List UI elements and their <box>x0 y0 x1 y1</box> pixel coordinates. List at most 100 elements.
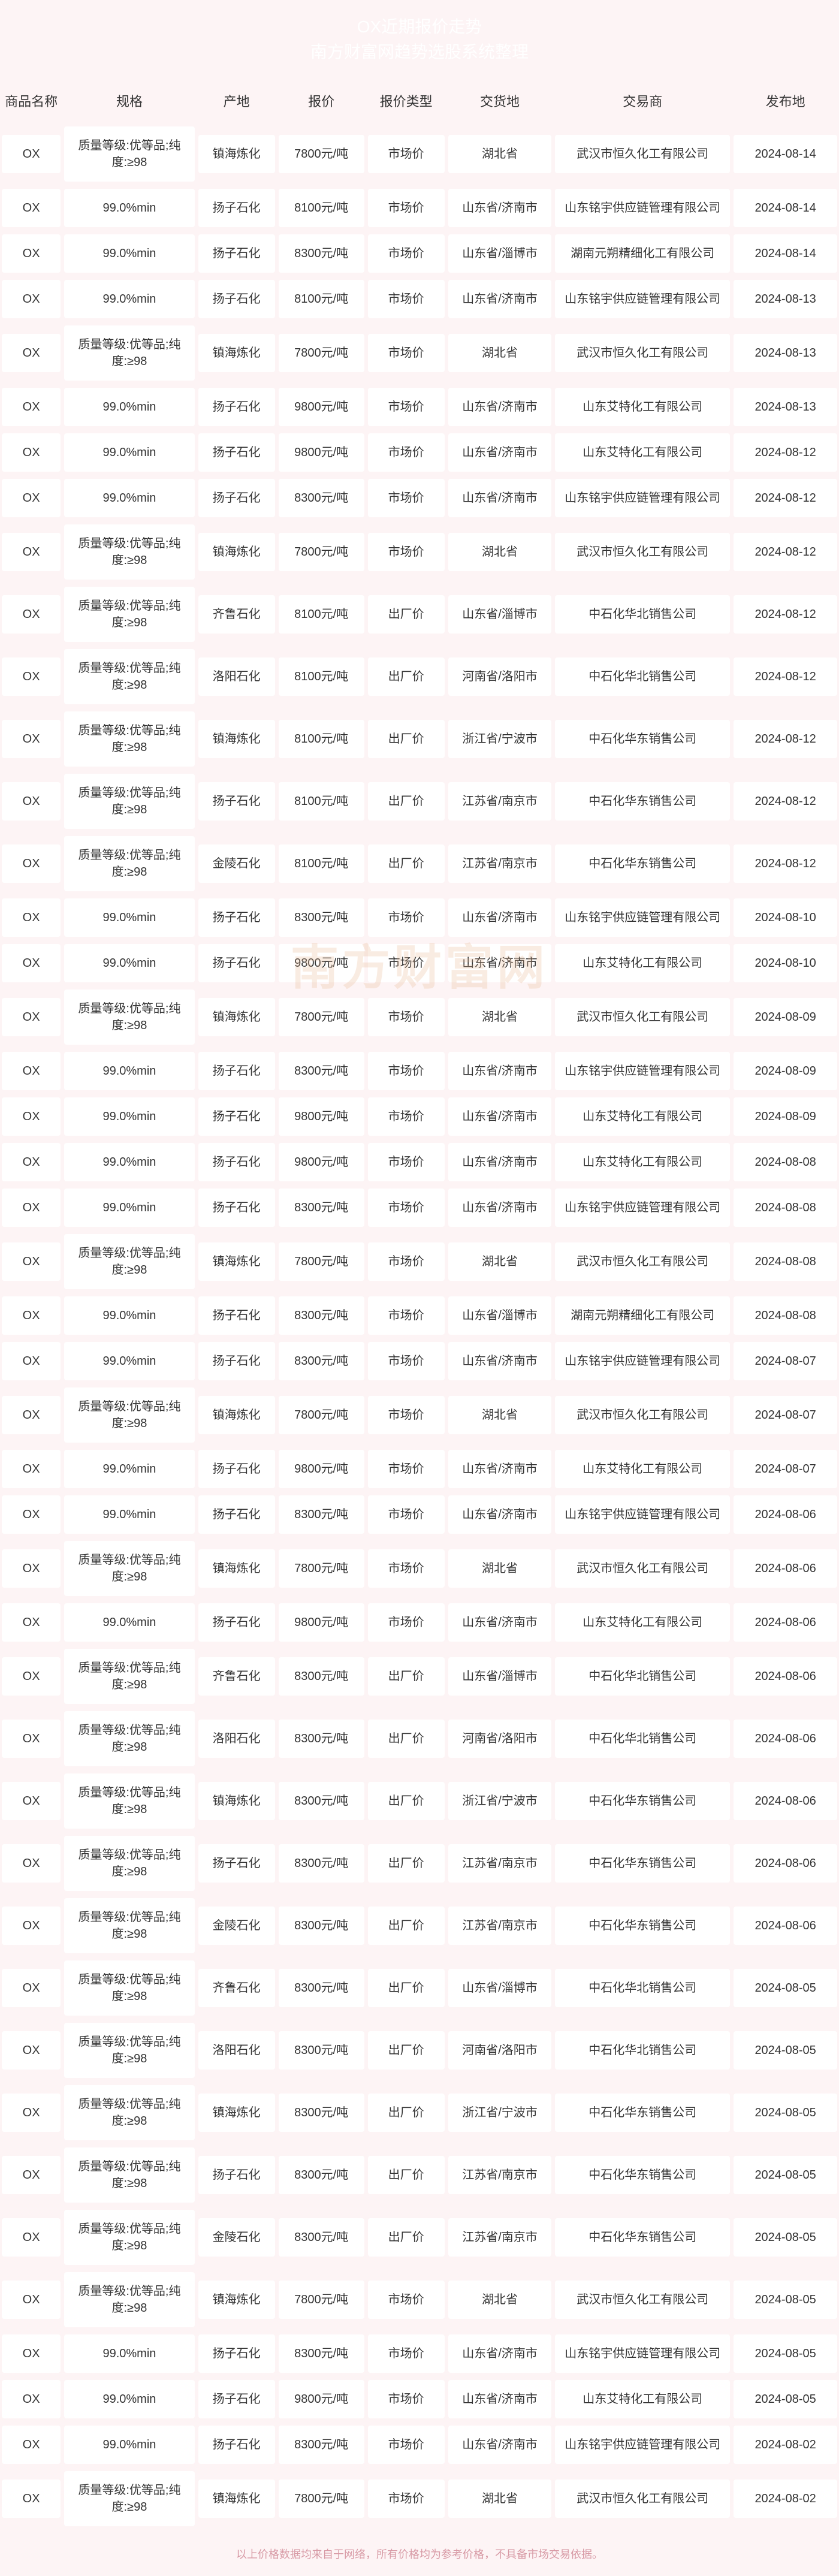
cell-date-value: 2024-08-13 <box>734 388 837 426</box>
table-row: OX质量等级:优等品;纯度:≥98镇海炼化7800元/吨市场价湖北省武汉市恒久化… <box>0 2469 839 2528</box>
cell-deliv-value: 山东省/济南市 <box>448 433 552 472</box>
cell-price-value: 8300元/吨 <box>279 2426 364 2464</box>
cell-deliv-value: 湖北省 <box>448 2480 552 2518</box>
cell-date-value: 2024-08-06 <box>734 1603 837 1642</box>
cell-price: 8100元/吨 <box>277 278 366 320</box>
cell-dealer-value: 中石化华北销售公司 <box>555 595 730 634</box>
cell-deliv-value: 山东省/济南市 <box>448 1189 552 1227</box>
cell-spec-value: 质量等级:优等品;纯度:≥98 <box>64 524 194 580</box>
cell-name-value: OX <box>2 1143 61 1181</box>
cell-ptype-value: 市场价 <box>368 2334 445 2373</box>
table-row: OX质量等级:优等品;纯度:≥98洛阳石化8300元/吨出厂价河南省/洛阳市中石… <box>0 1709 839 1768</box>
page-container: OX近期报价走势 南方财富网趋势选股系统整理 南方财富网 商品名称 规格 产地 … <box>0 0 839 2576</box>
cell-dealer: 中石化华东销售公司 <box>553 834 732 893</box>
col-header-origin: 产地 <box>197 80 277 121</box>
cell-dealer: 山东铭宇供应链管理有限公司 <box>553 1494 732 1536</box>
cell-name: OX <box>0 2208 62 2267</box>
cell-price: 7800元/吨 <box>277 324 366 382</box>
cell-name-value: OX <box>2 234 61 273</box>
table-row: OX99.0%min扬子石化8300元/吨市场价山东省/济南市山东铭宇供应链管理… <box>0 897 839 939</box>
cell-dealer: 山东铭宇供应链管理有限公司 <box>553 1187 732 1229</box>
cell-spec-value: 质量等级:优等品;纯度:≥98 <box>64 649 194 704</box>
cell-spec: 质量等级:优等品;纯度:≥98 <box>62 1647 196 1706</box>
cell-ptype-value: 市场价 <box>368 1052 445 1090</box>
cell-origin-value: 镇海炼化 <box>198 2094 275 2132</box>
cell-dealer-value: 武汉市恒久化工有限公司 <box>555 2480 730 2518</box>
cell-date-value: 2024-08-09 <box>734 1052 837 1090</box>
cell-dealer: 山东铭宇供应链管理有限公司 <box>553 187 732 229</box>
cell-name: OX <box>0 585 62 644</box>
cell-name: OX <box>0 772 62 831</box>
cell-deliv-value: 江苏省/南京市 <box>448 782 552 821</box>
cell-date-value: 2024-08-08 <box>734 1189 837 1227</box>
cell-dealer-value: 武汉市恒久化工有限公司 <box>555 1242 730 1281</box>
cell-origin-value: 镇海炼化 <box>198 1242 275 1281</box>
cell-origin-value: 镇海炼化 <box>198 2480 275 2518</box>
cell-dealer-value: 山东艾特化工有限公司 <box>555 1450 730 1488</box>
cell-price-value: 8300元/吨 <box>279 1052 364 1090</box>
cell-ptype-value: 市场价 <box>368 234 445 273</box>
cell-ptype: 市场价 <box>366 324 446 382</box>
cell-name-value: OX <box>2 1549 61 1588</box>
cell-spec-value: 99.0%min <box>64 1189 194 1227</box>
cell-spec: 99.0%min <box>62 1050 196 1092</box>
table-row: OX质量等级:优等品;纯度:≥98镇海炼化8100元/吨出厂价浙江省/宁波市中石… <box>0 710 839 768</box>
cell-dealer: 山东铭宇供应链管理有限公司 <box>553 278 732 320</box>
cell-date-value: 2024-08-02 <box>734 2426 837 2464</box>
cell-origin: 镇海炼化 <box>197 523 277 581</box>
cell-spec-value: 99.0%min <box>64 280 194 318</box>
cell-deliv: 山东省/济南市 <box>446 2378 554 2420</box>
cell-date: 2024-08-09 <box>732 988 839 1046</box>
cell-price-value: 8300元/吨 <box>279 2031 364 2070</box>
cell-deliv-value: 浙江省/宁波市 <box>448 2094 552 2132</box>
cell-ptype-value: 市场价 <box>368 479 445 517</box>
cell-dealer: 中石化华北销售公司 <box>553 585 732 644</box>
cell-deliv: 湖北省 <box>446 1539 554 1598</box>
cell-date-value: 2024-08-06 <box>734 1907 837 1945</box>
cell-dealer: 山东铭宇供应链管理有限公司 <box>553 477 732 519</box>
cell-spec-value: 99.0%min <box>64 1052 194 1090</box>
cell-spec: 质量等级:优等品;纯度:≥98 <box>62 647 196 706</box>
cell-dealer: 中石化华东销售公司 <box>553 2083 732 2142</box>
table-row: OX质量等级:优等品;纯度:≥98金陵石化8300元/吨出厂价江苏省/南京市中石… <box>0 2208 839 2267</box>
cell-origin-value: 扬子石化 <box>198 479 275 517</box>
cell-price: 8300元/吨 <box>277 477 366 519</box>
cell-date-value: 2024-08-07 <box>734 1342 837 1380</box>
cell-origin: 齐鲁石化 <box>197 585 277 644</box>
cell-date-value: 2024-08-06 <box>734 1657 837 1696</box>
cell-ptype-value: 出厂价 <box>368 1657 445 1696</box>
cell-name-value: OX <box>2 2334 61 2373</box>
cell-date: 2024-08-05 <box>732 2021 839 2080</box>
cell-dealer-value: 山东铭宇供应链管理有限公司 <box>555 1052 730 1090</box>
cell-spec-value: 质量等级:优等品;纯度:≥98 <box>64 126 194 182</box>
cell-origin: 镇海炼化 <box>197 1386 277 1444</box>
cell-dealer-value: 中石化华东销售公司 <box>555 844 730 883</box>
cell-origin-value: 镇海炼化 <box>198 135 275 173</box>
cell-ptype: 市场价 <box>366 1141 446 1183</box>
cell-deliv: 山东省/济南市 <box>446 1050 554 1092</box>
table-row: OX99.0%min扬子石化9800元/吨市场价山东省/济南市山东艾特化工有限公… <box>0 942 839 984</box>
cell-name-value: OX <box>2 1052 61 1090</box>
cell-deliv-value: 江苏省/南京市 <box>448 1844 552 1883</box>
cell-price: 7800元/吨 <box>277 1232 366 1291</box>
cell-spec: 质量等级:优等品;纯度:≥98 <box>62 772 196 831</box>
cell-ptype-value: 市场价 <box>368 533 445 571</box>
cell-origin-value: 扬子石化 <box>198 1143 275 1181</box>
cell-spec-value: 99.0%min <box>64 1097 194 1136</box>
cell-spec: 质量等级:优等品;纯度:≥98 <box>62 324 196 382</box>
cell-dealer-value: 中石化华北销售公司 <box>555 1720 730 1758</box>
cell-origin: 扬子石化 <box>197 1601 277 1643</box>
cell-date-value: 2024-08-12 <box>734 433 837 472</box>
cell-date-value: 2024-08-12 <box>734 533 837 571</box>
cell-spec: 99.0%min <box>62 2378 196 2420</box>
cell-price-value: 7800元/吨 <box>279 533 364 571</box>
cell-dealer-value: 山东铭宇供应链管理有限公司 <box>555 2426 730 2464</box>
cell-ptype: 出厂价 <box>366 647 446 706</box>
cell-name: OX <box>0 647 62 706</box>
cell-origin-value: 齐鲁石化 <box>198 1657 275 1696</box>
cell-deliv: 湖北省 <box>446 523 554 581</box>
cell-ptype: 市场价 <box>366 1539 446 1598</box>
cell-deliv-value: 山东省/淄博市 <box>448 1657 552 1696</box>
cell-origin: 齐鲁石化 <box>197 1647 277 1706</box>
cell-deliv: 山东省/济南市 <box>446 2333 554 2375</box>
